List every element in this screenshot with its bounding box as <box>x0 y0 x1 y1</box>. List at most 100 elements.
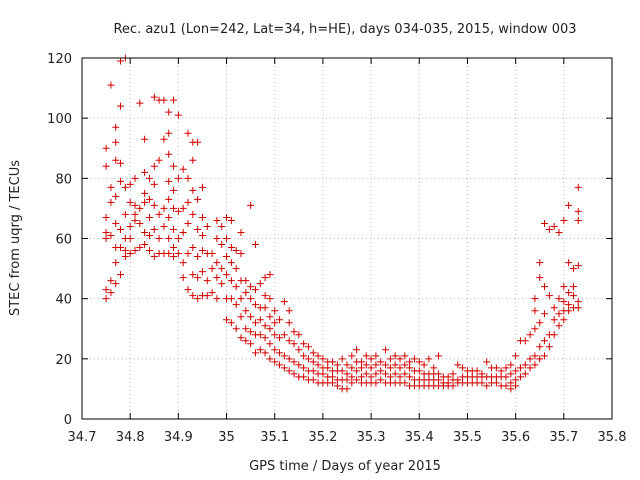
data-point <box>415 358 423 366</box>
data-point <box>372 361 380 369</box>
data-point <box>237 250 245 258</box>
y-tick-label: 100 <box>47 112 72 127</box>
data-point <box>184 286 192 294</box>
data-point <box>574 262 582 270</box>
data-point <box>121 210 129 218</box>
data-point <box>377 358 385 366</box>
data-point <box>213 235 221 242</box>
y-axis-label: STEC from uqrg / TECUs <box>8 160 23 316</box>
data-point <box>285 307 293 315</box>
data-point <box>309 349 317 357</box>
data-point <box>242 325 250 333</box>
data-point <box>170 253 178 261</box>
data-point <box>280 298 288 306</box>
data-point <box>541 310 549 318</box>
data-point <box>541 352 549 360</box>
data-point <box>324 364 332 372</box>
data-point <box>256 346 264 354</box>
data-point <box>174 207 182 215</box>
data-point <box>536 343 544 351</box>
data-point <box>179 165 187 173</box>
data-point <box>102 213 110 221</box>
data-point <box>415 367 423 375</box>
data-point <box>179 274 187 282</box>
data-point <box>261 349 269 357</box>
data-point <box>478 379 486 387</box>
data-point <box>285 319 293 327</box>
data-point <box>516 364 524 372</box>
y-tick-label: 40 <box>55 293 72 308</box>
data-point <box>348 352 356 360</box>
data-point <box>247 283 255 291</box>
data-point <box>102 286 110 294</box>
data-point <box>223 235 231 242</box>
y-tick-label: 0 <box>64 413 72 428</box>
data-point <box>271 346 279 354</box>
data-point <box>483 358 491 366</box>
data-point <box>290 340 298 348</box>
data-point <box>256 331 264 339</box>
data-point <box>290 328 298 336</box>
data-point <box>170 244 178 252</box>
data-point <box>271 358 279 366</box>
data-point <box>473 367 481 375</box>
data-point <box>189 271 197 279</box>
data-point <box>237 295 245 303</box>
data-point <box>276 349 284 357</box>
data-point <box>160 135 168 143</box>
data-point <box>531 295 539 303</box>
data-point <box>555 310 563 318</box>
data-point <box>184 250 192 258</box>
data-point <box>174 174 182 182</box>
data-point <box>131 216 139 224</box>
data-point <box>497 367 505 375</box>
data-point <box>545 292 553 300</box>
data-point <box>314 352 322 360</box>
data-point <box>569 283 577 291</box>
x-tick-label: 35.5 <box>453 430 482 445</box>
data-point <box>218 222 226 230</box>
data-point <box>531 361 539 369</box>
plot-frame <box>81 57 613 420</box>
data-point <box>170 225 178 233</box>
data-point <box>338 355 346 363</box>
data-point <box>102 295 110 303</box>
data-point <box>435 352 443 360</box>
data-point <box>145 247 153 255</box>
data-point <box>295 346 303 354</box>
data-point <box>386 355 394 363</box>
data-point <box>126 250 134 258</box>
data-point <box>117 225 125 233</box>
data-point <box>107 183 115 191</box>
data-point <box>141 189 149 197</box>
data-point <box>102 144 110 152</box>
data-point <box>406 373 414 381</box>
data-point <box>536 319 544 327</box>
data-point <box>189 210 197 218</box>
data-point <box>136 219 144 227</box>
data-point <box>507 370 515 378</box>
data-point <box>160 222 168 230</box>
data-point <box>362 361 370 369</box>
data-point <box>512 367 520 375</box>
data-point <box>126 180 134 188</box>
data-point <box>271 331 279 339</box>
data-point <box>170 186 178 194</box>
data-point <box>329 379 337 387</box>
data-point <box>189 244 197 252</box>
data-point <box>507 361 515 369</box>
data-point <box>444 379 452 387</box>
y-tick-label: 60 <box>55 233 72 248</box>
data-point <box>117 244 125 252</box>
data-point <box>223 253 231 261</box>
data-point <box>145 195 153 203</box>
data-point <box>150 93 158 101</box>
data-point <box>541 219 549 227</box>
data-point <box>555 322 563 330</box>
data-point <box>261 322 269 330</box>
data-point <box>290 358 298 366</box>
data-point <box>492 379 500 387</box>
data-point <box>145 231 153 239</box>
y-tick-labels: 0 20 40 60 80 100 120 <box>47 52 72 428</box>
data-point <box>160 204 168 212</box>
